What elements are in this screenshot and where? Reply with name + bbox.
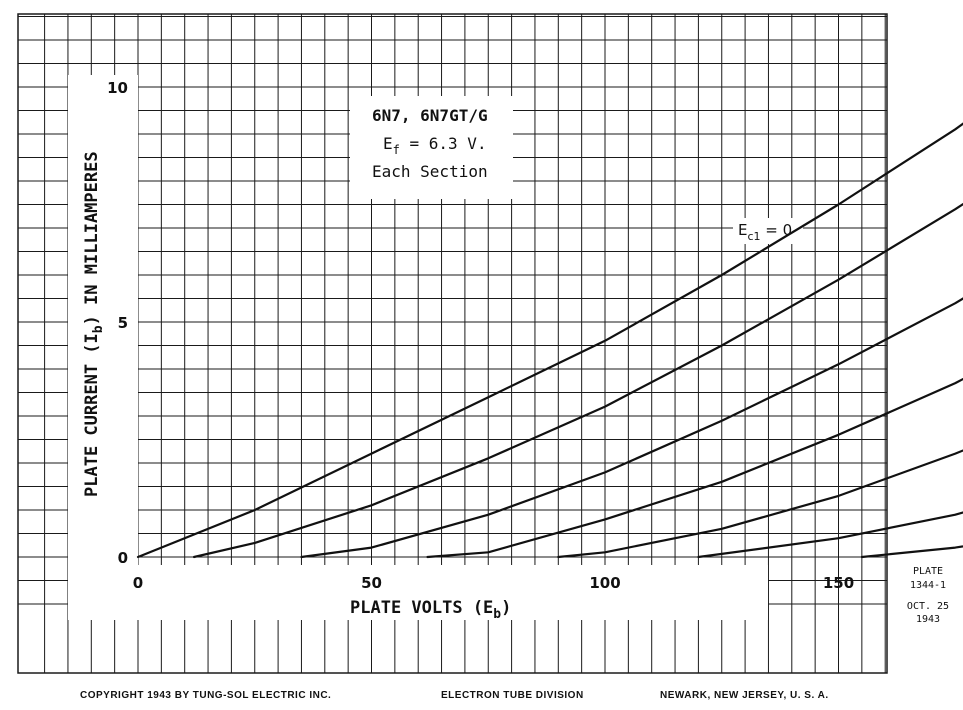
curve-ec1-minus-1 [192, 202, 963, 559]
legend-bg [733, 218, 803, 244]
x-axis-label-area [68, 565, 768, 620]
footer-location: NEWARK, NEW JERSEY, U. S. A. [660, 690, 829, 701]
title-box-line1: 6N7, 6N7GT/G [372, 106, 488, 125]
chart-border [17, 13, 888, 674]
y-axis-label-area [68, 75, 138, 620]
plate-year: 1943 [916, 614, 940, 625]
plate-date: OCT. 25 [907, 601, 949, 612]
curve-ec1-minus-6 [860, 545, 963, 559]
curve-label-backgrounds [733, 218, 803, 244]
grid-voltage-legend: Ec1 = 0 [738, 221, 792, 243]
y-tick-label: 5 [118, 314, 128, 332]
tick-labels: 05010015020025005101520 [107, 79, 854, 592]
x-tick-label: 150 [823, 574, 854, 592]
curve-ec1-0 [136, 122, 963, 559]
curve-ec1-minus-2 [300, 297, 963, 559]
x-tick-label: 50 [361, 574, 382, 592]
y-axis-label: PLATE CURRENT (Ib) IN MILLIAMPERES [82, 151, 106, 497]
plate-number-label: PLATE [913, 566, 943, 577]
curve-ec1-minus-5 [697, 511, 963, 559]
y-tick-label: 10 [107, 79, 128, 97]
title-box [350, 96, 513, 199]
title-box-line3: Each Section [372, 162, 488, 181]
title-box-line2: Ef = 6.3 V. [383, 134, 487, 157]
curves [136, 122, 963, 559]
curve-ec1-minus-4 [557, 449, 963, 559]
x-tick-label: 0 [133, 574, 143, 592]
curve-ec1-minus-3 [426, 377, 963, 559]
footer-copyright: COPYRIGHT 1943 BY TUNG-SOL ELECTRIC INC. [80, 690, 331, 701]
y-tick-label: 0 [118, 549, 128, 567]
footer-division: ELECTRON TUBE DIVISION [441, 690, 584, 701]
x-tick-label: 100 [589, 574, 620, 592]
x-axis-label: PLATE VOLTS (Eb) [350, 598, 511, 622]
plate-number-value: 1344-1 [910, 580, 946, 591]
